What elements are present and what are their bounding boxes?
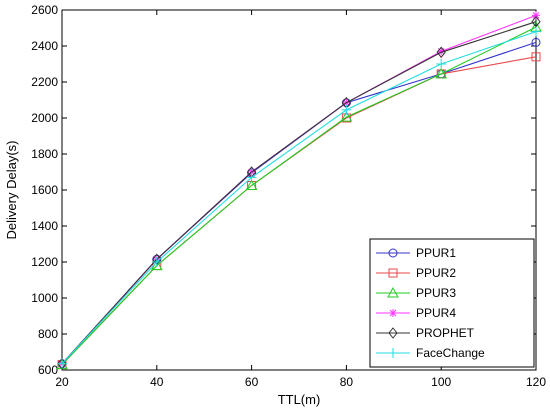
axis-ticks: 20 40 60 80 100 120 600 800 1000 1200 1400 1600 1800… — [31, 3, 546, 389]
y-tick-label: 2200 — [31, 75, 58, 89]
legend-item-facechange: FaceChange — [376, 346, 485, 360]
legend-item-ppur1: PPUR1 — [376, 246, 456, 260]
legend-label: FaceChange — [416, 346, 485, 360]
series-facechange — [57, 26, 541, 369]
y-tick-label: 800 — [38, 327, 58, 341]
series-line-prophet — [61, 21, 537, 365]
x-tick-label: 120 — [526, 375, 546, 389]
legend-item-ppur2: PPUR2 — [376, 266, 456, 280]
legend-label: PPUR1 — [416, 246, 456, 260]
legend: PPUR1 PPUR2 PPUR3 PPUR4 PROPHET FaceChange — [369, 238, 535, 368]
point-ppur3-marker — [245, 179, 258, 190]
legend-marker — [388, 327, 398, 339]
y-tick-label: 1200 — [31, 255, 58, 269]
point-facechange-marker — [246, 172, 257, 183]
point-facechange-marker — [57, 358, 67, 369]
y-tick-label: 1800 — [31, 147, 58, 161]
x-tick-label: 100 — [431, 375, 451, 389]
point-facechange-marker — [436, 59, 447, 69]
y-tick-label: 1000 — [31, 291, 58, 305]
y-tick-label: 600 — [38, 363, 58, 377]
legend-item-ppur3: PPUR3 — [376, 286, 456, 300]
y-tick-label: 1600 — [31, 183, 58, 197]
point-ppur4-marker — [532, 11, 540, 20]
legend-item-prophet: PROPHET — [376, 326, 475, 340]
legend-box — [369, 238, 535, 368]
series-ppur3 — [56, 21, 542, 370]
point-ppur1-marker — [531, 37, 541, 47]
x-tick-label: 20 — [55, 375, 69, 389]
x-axis-label: TTL(m) — [278, 392, 321, 407]
legend-marker — [387, 286, 399, 298]
point-prophet-marker — [436, 46, 446, 59]
point-facechange-marker — [341, 104, 352, 115]
point-ppur3-marker — [435, 67, 448, 79]
point-ppur2-marker — [531, 52, 541, 62]
legend-label: PPUR2 — [416, 266, 456, 280]
y-tick-label: 2000 — [31, 111, 58, 125]
series-line-ppur3 — [61, 26, 537, 365]
y-axis-label: Delivery Delay(s) — [4, 141, 19, 240]
y-tick-label: 1400 — [31, 219, 58, 233]
x-tick-label: 80 — [340, 375, 354, 389]
series-line-facechange — [61, 31, 537, 365]
legend-label: PPUR4 — [416, 306, 456, 320]
legend-marker — [388, 248, 398, 258]
y-tick-label: 2600 — [31, 3, 58, 17]
y-tick-label: 2400 — [31, 39, 58, 53]
legend-label: PPUR3 — [416, 286, 456, 300]
x-tick-label: 40 — [150, 375, 164, 389]
point-ppur4-marker — [437, 47, 446, 56]
point-ppur3-marker — [340, 111, 353, 122]
point-facechange-marker — [531, 26, 541, 37]
legend-marker — [388, 348, 398, 358]
series-group — [56, 11, 542, 370]
legend-marker — [388, 268, 398, 278]
point-facechange-marker — [151, 257, 162, 267]
legend-marker — [389, 309, 397, 317]
legend-item-ppur4: PPUR4 — [376, 306, 456, 320]
x-tick-label: 60 — [245, 375, 259, 389]
legend-label: PROPHET — [416, 326, 475, 340]
